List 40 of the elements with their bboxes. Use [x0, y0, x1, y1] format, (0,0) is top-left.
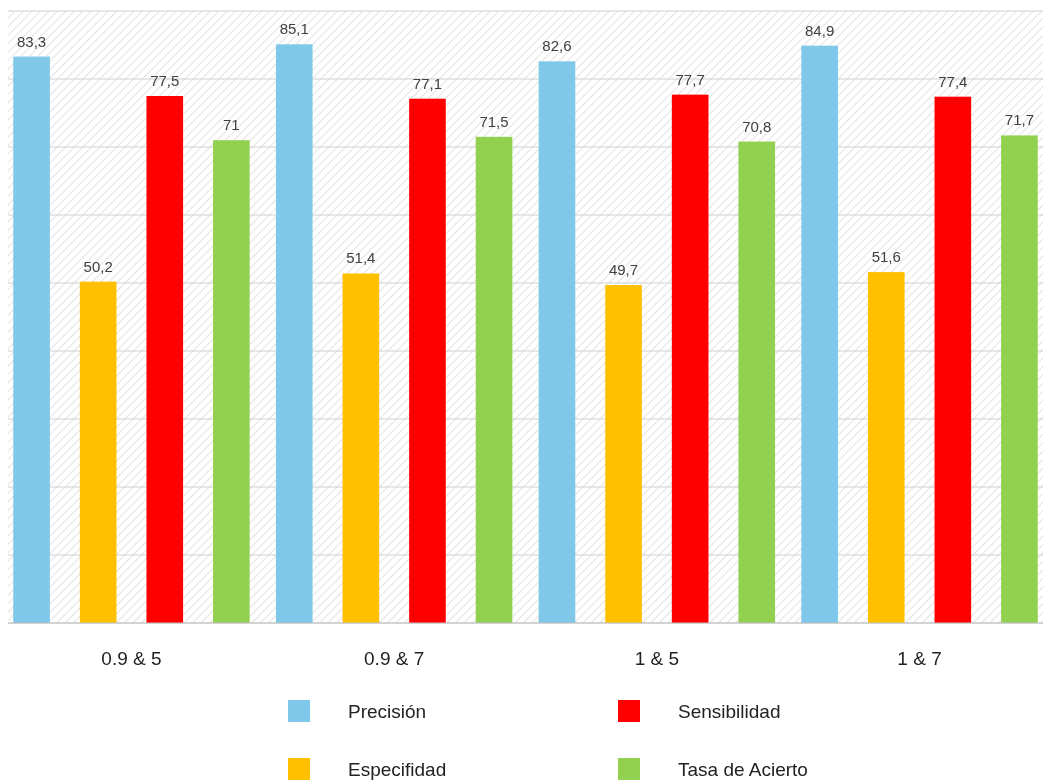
bar [538, 61, 576, 623]
bar [738, 141, 776, 623]
x-tick-label: 1 & 7 [897, 648, 942, 669]
legend-label: Especifidad [348, 758, 447, 780]
bar [275, 44, 313, 623]
bar [342, 273, 380, 623]
data-label: 51,6 [871, 248, 901, 266]
data-label: 77,5 [150, 72, 180, 89]
legend-label: Precisión [348, 700, 427, 722]
data-label: 50,2 [83, 257, 113, 275]
data-label: 77,4 [938, 72, 968, 90]
bar [475, 136, 513, 623]
bar [671, 94, 709, 623]
data-label: 71,5 [479, 112, 509, 130]
x-tick-label: 0.9 & 5 [101, 648, 162, 669]
data-label: 83,3 [16, 32, 47, 50]
data-label: 82,6 [542, 37, 572, 55]
bar [213, 140, 250, 623]
bar [801, 45, 838, 623]
data-label: 84,9 [805, 21, 835, 39]
bar [605, 285, 642, 623]
bar [409, 98, 446, 623]
bar [79, 281, 117, 623]
data-label: 85,1 [279, 20, 309, 38]
data-label: 77,7 [675, 70, 705, 88]
bar [867, 272, 905, 623]
x-tick-label: 0.9 & 7 [364, 648, 425, 669]
bar [13, 56, 50, 623]
legend-label: Tasa de Acierto [678, 758, 808, 780]
data-label: 71,7 [1004, 111, 1035, 129]
bar [1001, 135, 1038, 623]
data-label: 71 [223, 116, 240, 134]
x-tick-label: 1 & 5 [634, 648, 680, 669]
bar [934, 96, 972, 623]
data-label: 49,7 [608, 261, 639, 279]
data-label: 51,4 [346, 249, 376, 267]
legend-label: Sensibilidad [678, 700, 781, 722]
data-label: 70,8 [742, 117, 772, 135]
data-label: 77,1 [412, 74, 443, 92]
bar [146, 96, 184, 623]
